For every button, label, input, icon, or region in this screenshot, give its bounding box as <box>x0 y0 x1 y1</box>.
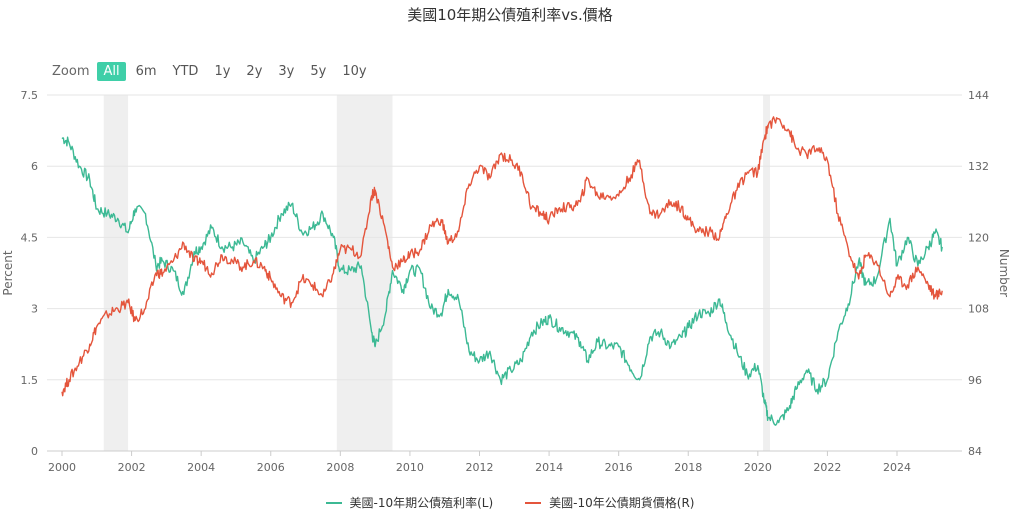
legend: 美國-10年期公債殖利率(L) 美國-10年公債期貨價格(R) <box>0 494 1020 511</box>
left-tick-label: 6 <box>31 160 38 173</box>
x-tick-label: 2014 <box>535 461 563 474</box>
right-tick-label: 108 <box>968 303 989 316</box>
legend-swatch-yield <box>325 501 342 504</box>
left-tick-label: 3 <box>31 303 38 316</box>
right-tick-label: 120 <box>968 231 989 244</box>
zoom-button-10y[interactable]: 10y <box>342 63 367 79</box>
x-tick-label: 2002 <box>118 461 146 474</box>
x-tick-label: 2000 <box>48 461 76 474</box>
series-line-yield <box>61 136 943 426</box>
x-tick-label: 2012 <box>466 461 494 474</box>
legend-swatch-price <box>525 501 542 504</box>
zoom-button-5y[interactable]: 5y <box>310 63 327 79</box>
left-tick-label: 4.5 <box>21 231 39 244</box>
x-tick-label: 2020 <box>744 461 772 474</box>
legend-label-price: 美國-10年公債期貨價格(R) <box>549 496 695 510</box>
legend-item-price[interactable]: 美國-10年公債期貨價格(R) <box>525 494 694 511</box>
right-tick-label: 144 <box>968 89 989 102</box>
series-line-price <box>61 116 943 397</box>
shaded-period-0 <box>103 95 129 451</box>
right-axis-label: Number <box>997 249 1011 297</box>
zoom-button-all[interactable]: All <box>97 61 126 81</box>
zoom-button-6m[interactable]: 6m <box>135 63 157 79</box>
shaded-period-2 <box>763 95 771 451</box>
left-axis-label: Percent <box>1 250 15 295</box>
zoom-bar: Zoom All 6m YTD 1y 2y 3y 5y 10y <box>52 60 377 82</box>
zoom-button-ytd[interactable]: YTD <box>172 63 199 79</box>
x-tick-label: 2022 <box>813 461 841 474</box>
legend-label-yield: 美國-10年期公債殖利率(L) <box>349 496 494 510</box>
x-tick-label: 2006 <box>257 461 285 474</box>
x-tick-label: 2016 <box>605 461 633 474</box>
x-tick-label: 2024 <box>883 461 911 474</box>
chart-title: 美國10年期公債殖利率vs.價格 <box>407 6 613 24</box>
left-tick-label: 0 <box>31 445 38 458</box>
right-tick-label: 132 <box>968 160 989 173</box>
right-tick-label: 84 <box>968 445 982 458</box>
legend-item-yield[interactable]: 美國-10年期公債殖利率(L) <box>325 494 494 511</box>
dual-axis-line-chart[interactable]: 2000 2002 2004 2006 2008 2010 2012 2014 2016 2018… <box>0 0 1020 490</box>
zoom-button-3y[interactable]: 3y <box>278 63 295 79</box>
x-tick-label: 2004 <box>187 461 215 474</box>
zoom-label: Zoom <box>52 63 90 79</box>
left-tick-label: 1.5 <box>21 374 39 387</box>
zoom-button-1y[interactable]: 1y <box>214 63 231 79</box>
right-tick-label: 96 <box>968 374 982 387</box>
x-tick-label: 2008 <box>326 461 354 474</box>
left-tick-label: 7.5 <box>21 89 39 102</box>
zoom-button-2y[interactable]: 2y <box>246 63 263 79</box>
x-tick-label: 2018 <box>674 461 702 474</box>
x-tick-label: 2010 <box>396 461 424 474</box>
